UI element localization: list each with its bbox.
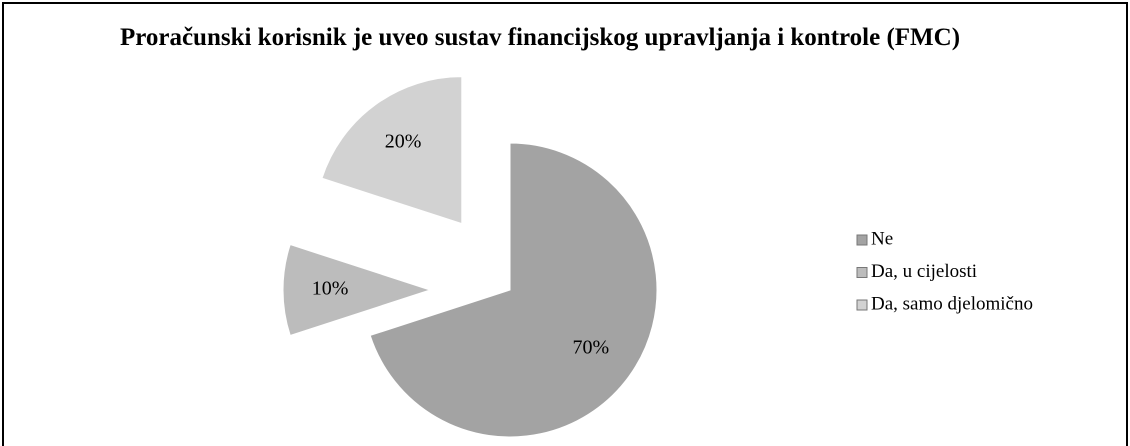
pie-slice (321, 76, 463, 225)
data-label: 20% (385, 130, 422, 152)
legend-label: Da, u cijelosti (871, 261, 977, 282)
pie-slice (369, 142, 658, 438)
legend-label: Da, samo djelomično (871, 293, 1033, 314)
legend-swatch (856, 234, 868, 246)
legend-swatch (856, 299, 868, 311)
data-label: 70% (573, 336, 610, 358)
legend-label: Ne (871, 228, 893, 249)
data-label: 10% (312, 278, 349, 300)
chart-title: Proračunski korisnik je uveo sustav fina… (119, 24, 961, 51)
legend-swatch (856, 267, 868, 278)
pie-slice (282, 243, 432, 337)
